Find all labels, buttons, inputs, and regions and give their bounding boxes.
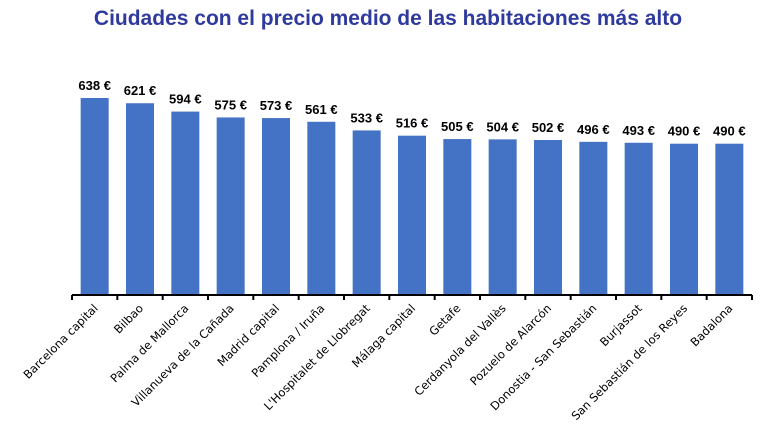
bar (534, 139, 562, 295)
data-label: 561 € (305, 102, 338, 117)
data-label: 502 € (532, 120, 565, 135)
bar (216, 117, 245, 296)
bar (443, 139, 472, 295)
x-tick-label: Getafe (426, 301, 463, 338)
bar (307, 121, 336, 295)
x-tick-label: Badalona (687, 301, 735, 349)
data-label: 621 € (124, 83, 157, 98)
data-label: 505 € (441, 119, 474, 134)
bar (398, 135, 426, 295)
bar (579, 141, 608, 295)
data-label: 490 € (668, 124, 701, 139)
bar (715, 143, 744, 295)
x-tick-label: Barcelona capital (20, 301, 100, 381)
bar (488, 139, 517, 295)
data-label: 573 € (260, 98, 293, 113)
bar (670, 143, 698, 295)
data-label: 575 € (214, 97, 247, 112)
bar (171, 111, 200, 295)
data-label: 594 € (169, 92, 202, 107)
data-label: 504 € (486, 119, 519, 134)
data-label: 516 € (396, 116, 429, 131)
x-tick-label: Palma de Mallorca (107, 301, 191, 385)
data-label: 490 € (713, 124, 746, 139)
data-label: 533 € (350, 110, 383, 125)
bar (80, 98, 109, 295)
data-label: 638 € (78, 78, 111, 93)
x-tick-label: Burjassot (597, 301, 645, 349)
bar (126, 103, 154, 296)
data-label: 493 € (622, 123, 655, 138)
x-tick-label: Bilbao (111, 301, 146, 336)
bar (262, 118, 290, 296)
chart-title: Ciudades con el precio medio de las habi… (94, 7, 682, 30)
bar (352, 130, 381, 295)
data-label: 496 € (577, 122, 610, 137)
bar (624, 142, 653, 295)
x-tick-label: Pozuelo de Alarcón (467, 301, 554, 388)
